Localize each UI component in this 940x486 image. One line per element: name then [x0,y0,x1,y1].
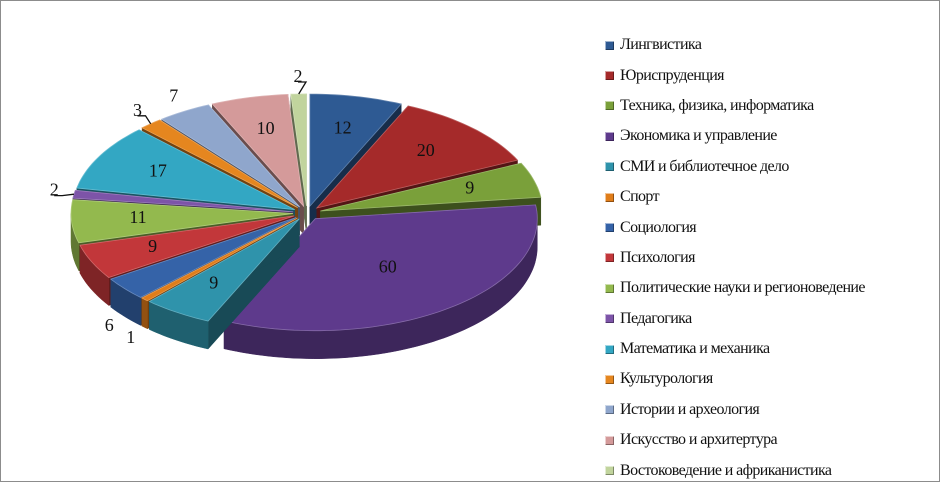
leader-line-культурология [54,193,75,197]
legend-item-сми-и-библиотечное-дело: СМИ и библиотечное дело [605,152,935,182]
legend-swatch [605,405,614,415]
pie-slice-социология [148,218,300,350]
data-label-политические-науки-и-регионоведение: 6 [105,315,114,335]
leader-line-востоковедение-и-африканистика [298,81,308,95]
legend-swatch [605,253,614,263]
data-label-искусство-и-архитертура: 10 [257,118,275,138]
legend-label: Техника, физика, информатика [620,96,814,114]
data-label-педагогика: 9 [148,236,157,256]
legend-swatch [605,101,614,111]
legend-item-психология: Психология [605,243,935,273]
legend-swatch [605,435,614,445]
legend-item-экономика-и-управление: Экономика и управление [605,121,935,151]
legend-label: Востоковедение и африканистика [620,461,832,479]
chart-legend: Лингвистика Юриспруденция Техника, физика,… [605,30,935,486]
data-label-юриспруденция: 20 [417,140,435,160]
data-label-лингвистика: 12 [334,118,352,138]
data-label-спорт: 3 [133,100,142,120]
data-label-культурология: 2 [50,180,59,200]
legend-item-востоковедение-и-африканистика: Востоковедение и африканистика [605,455,935,485]
legend-swatch [605,192,614,202]
data-label-психология: 1 [126,327,135,347]
legend-swatch [605,131,614,141]
legend-item-культурология: Культурология [605,364,935,394]
legend-item-лингвистика: Лингвистика [605,30,935,60]
legend-swatch [605,223,614,233]
legend-item-социология: Социология [605,212,935,242]
data-label-экономика-и-управление: 60 [379,256,397,276]
legend-label: Культурология [620,370,713,388]
legend-label: Юриспруденция [620,66,725,84]
legend-label: Истории и археология [620,400,760,418]
legend-item-спорт: Спорт [605,182,935,212]
legend-swatch [605,162,614,172]
legend-item-истории-и-археология: Истории и археология [605,395,935,425]
legend-label: Педагогика [620,309,692,327]
leader-line-спорт [137,115,152,125]
legend-label: Экономика и управление [620,127,777,145]
legend-label: Спорт [620,188,660,206]
legend-swatch [605,71,614,81]
data-label-социология: 9 [209,273,218,293]
pie-slice-экономика-и-управление [223,204,538,359]
data-label-сми-и-библиотечное-дело: 17 [149,161,167,181]
legend-label: Социология [620,218,697,236]
data-label-истории-и-археология: 7 [169,86,178,106]
legend-swatch [605,344,614,354]
legend-item-математика-и-механика: Математика и механика [605,334,935,364]
legend-item-политические-науки-и-регионоведение: Политические науки и регионоведение [605,273,935,303]
legend-label: Математика и механика [620,340,770,358]
legend-swatch [605,40,614,50]
legend-swatch [605,374,614,384]
legend-item-юриспруденция: Юриспруденция [605,60,935,90]
data-label-математика-и-механика: 11 [129,207,146,227]
data-label-востоковедение-и-африканистика: 2 [294,66,303,86]
legend-swatch [605,466,614,476]
legend-label: Лингвистика [620,36,702,54]
legend-label: Политические науки и регионоведение [620,279,866,297]
data-label-техника-физика-информатика: 9 [465,177,474,197]
legend-label: СМИ и библиотечное дело [620,157,789,175]
legend-item-педагогика: Педагогика [605,304,935,334]
legend-label: Искусство и архитертура [620,431,778,449]
legend-item-техника-физика-информатика: Техника, физика, информатика [605,91,935,121]
legend-item-искусство-и-архитертура: Искусство и архитертура [605,425,935,455]
legend-swatch [605,314,614,324]
legend-swatch [605,283,614,293]
legend-label: Психология [620,248,695,266]
